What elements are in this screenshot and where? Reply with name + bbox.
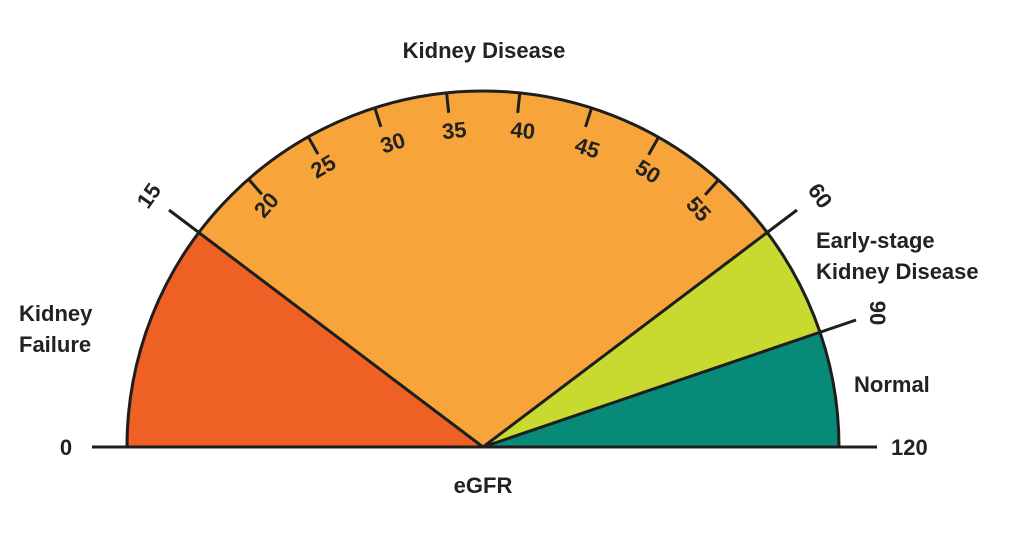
tick-label-60: 60	[803, 179, 838, 213]
boundary-60	[482, 208, 798, 449]
boundary-15	[168, 208, 484, 449]
segment-normal	[483, 332, 839, 447]
tick-label-35: 35	[441, 117, 468, 144]
segment-kidney-failure	[127, 232, 483, 447]
label-kidney-failure-line1: Kidney	[19, 301, 93, 326]
tick-label-0: 0	[60, 435, 72, 460]
minor-ticks	[247, 92, 720, 196]
label-normal: Normal	[854, 372, 930, 397]
tick-label-120: 120	[891, 435, 928, 460]
axis-title-egfr: eGFR	[454, 473, 513, 498]
tick-label-90: 90	[865, 301, 890, 325]
label-early-stage-line1: Early-stage	[816, 228, 935, 253]
label-kidney-failure-line2: Failure	[19, 332, 91, 357]
tick-label-15: 15	[132, 179, 167, 213]
gauge-outline	[125, 89, 841, 448]
segment-early-stage	[483, 232, 821, 447]
tick-label-40: 40	[509, 117, 536, 144]
label-kidney-disease: Kidney Disease	[403, 38, 566, 63]
label-early-stage-line2: Kidney Disease	[816, 259, 979, 284]
segment-kidney-disease	[198, 91, 768, 448]
boundary-90	[482, 318, 857, 449]
